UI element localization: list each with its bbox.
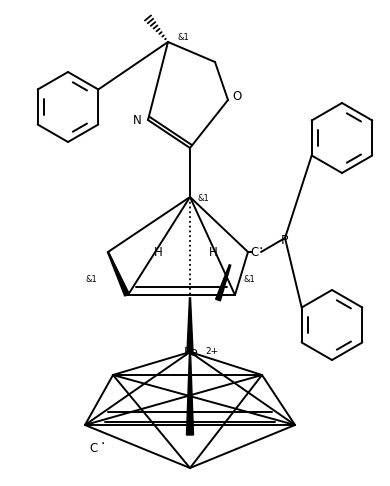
Text: 2+: 2+ — [205, 347, 218, 356]
Text: O: O — [232, 90, 242, 104]
Text: C: C — [250, 246, 258, 260]
Text: &1: &1 — [243, 276, 255, 284]
Text: H: H — [154, 245, 162, 259]
Text: ·: · — [259, 242, 263, 256]
Text: P: P — [280, 233, 288, 246]
Text: H: H — [209, 245, 217, 259]
Text: N: N — [133, 114, 141, 126]
Text: &1: &1 — [177, 34, 189, 42]
Polygon shape — [186, 352, 193, 435]
Text: &1: &1 — [197, 194, 209, 203]
Polygon shape — [187, 298, 193, 352]
Text: ·: · — [101, 437, 105, 451]
Polygon shape — [108, 252, 129, 296]
Text: C: C — [89, 441, 97, 454]
Text: &1: &1 — [85, 276, 97, 284]
Text: Fe: Fe — [184, 347, 199, 360]
Polygon shape — [216, 265, 231, 301]
